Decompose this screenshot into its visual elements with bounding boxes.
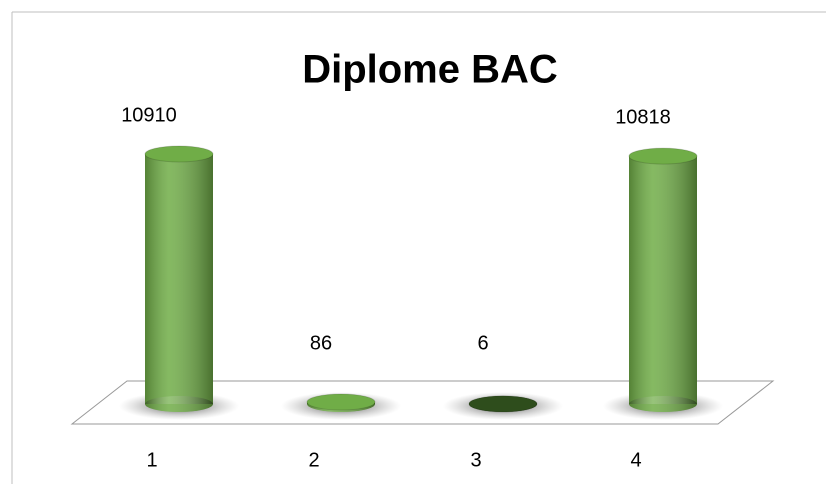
- bar-top: [145, 146, 213, 162]
- x-tick-label: 4: [630, 449, 641, 471]
- value-label: 6: [477, 332, 488, 354]
- bar-body-shade: [629, 156, 697, 404]
- chart-title: Diplome BAC: [302, 48, 558, 92]
- x-tick-label: 3: [470, 449, 481, 471]
- x-tick-label: 2: [308, 449, 319, 471]
- bar-top: [307, 394, 375, 410]
- x-tick-label: 1: [146, 449, 157, 471]
- bar-top: [629, 148, 697, 164]
- bar-body-shade: [145, 154, 213, 404]
- bar-top: [469, 396, 537, 412]
- value-label: 10818: [615, 106, 671, 128]
- value-label: 86: [310, 332, 332, 354]
- value-label: 10910: [121, 104, 177, 126]
